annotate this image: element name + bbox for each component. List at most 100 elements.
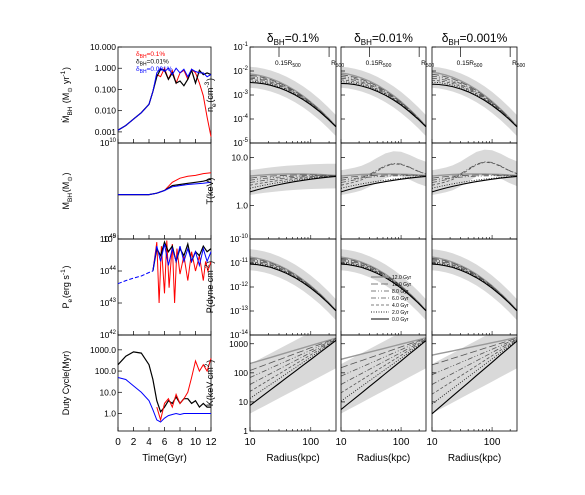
profile-K-100	[340, 337, 427, 369]
label-part: )	[205, 78, 215, 81]
profile-T-40	[431, 161, 518, 186]
tick-base: 10	[100, 298, 110, 308]
profile-n_e-60	[340, 77, 427, 127]
radius-marker-label: R500	[421, 60, 434, 69]
legend-symbol: δ	[136, 51, 140, 58]
label-part: )	[205, 261, 215, 264]
time-xtick-label: 12	[205, 437, 217, 448]
scatter-band	[341, 249, 426, 321]
radius-xtick-label: 100	[302, 437, 319, 448]
profile-n_e-80	[431, 75, 518, 127]
label-part: n	[205, 107, 215, 112]
legend-entry: δBH=0.01%	[136, 59, 169, 68]
p_jet-ytick-label: 1044	[100, 266, 117, 276]
profile-T-100	[431, 174, 518, 179]
T-ytick-label: 10.0	[231, 152, 248, 162]
label-part: (M	[61, 182, 71, 193]
profile-T-120	[431, 173, 518, 177]
radius-xtick-label: 100	[484, 437, 501, 448]
m_bh-ytick-label: 109	[103, 234, 116, 244]
time-xtick-label: 10	[190, 437, 202, 448]
profile-K-120	[431, 336, 518, 356]
tick-exponent: -3	[243, 90, 249, 96]
scatter-band	[250, 66, 336, 137]
profile-P-20	[340, 262, 427, 312]
title-symbol: δ	[354, 31, 361, 45]
title-symbol: δ	[442, 31, 449, 45]
profile-n_e-40	[431, 79, 518, 127]
legend-label: 12.0 Gyr	[392, 275, 412, 281]
profile-n_e-20	[249, 80, 337, 128]
legend-entry: δBH=0.001%	[136, 66, 173, 75]
profile-T-80	[431, 175, 518, 181]
profile-K-20	[340, 339, 427, 402]
K-ylabel: K(keV cm2 )	[204, 360, 215, 406]
legend-label: 0.0 Gyr	[392, 317, 409, 323]
scatter-band	[341, 335, 426, 414]
column-title: δBH=0.01%	[354, 31, 413, 47]
profile-P-00	[249, 263, 337, 312]
panel-K-col0	[249, 334, 337, 432]
legend-label: 4.0 Gyr	[392, 303, 409, 309]
legend-symbol: δ	[136, 59, 140, 66]
profile-n_e-60	[431, 77, 518, 127]
profile-T-60	[431, 161, 518, 183]
panel-K-col1	[340, 334, 427, 432]
profile-P-00	[431, 263, 518, 312]
tick-exponent: -5	[243, 138, 249, 144]
scatter-band	[250, 335, 336, 414]
m_bh-ytick-label: 1010	[100, 138, 117, 148]
profile-K-60	[249, 338, 337, 385]
tick-exponent: -13	[239, 306, 248, 312]
radius-xtick-label: 10	[244, 437, 256, 448]
profile-P-60	[431, 260, 518, 311]
profile-T-40	[340, 163, 427, 186]
profile-K-100	[431, 337, 518, 366]
tick-base: 10	[100, 266, 110, 276]
profile-P-60	[340, 260, 427, 311]
profile-n_e-00	[249, 81, 337, 128]
mdot_bh-ytick-label: 10.000	[90, 42, 116, 52]
label-superscript: -2	[204, 264, 211, 270]
tick-exponent: 44	[109, 266, 116, 272]
marker-text: 0.15R	[275, 60, 293, 67]
profile-T-80	[249, 175, 337, 181]
time-xtick-label: 8	[177, 437, 183, 448]
scatter-band	[432, 249, 517, 321]
marker-text: 0.15R	[366, 60, 384, 67]
profile-K-20	[249, 339, 337, 399]
tick-base: 10	[230, 282, 240, 292]
K-ytick-label: 1000	[229, 339, 248, 349]
title-value: =0.1%	[285, 31, 320, 45]
tick-exponent: -1	[243, 42, 249, 48]
duty_cycle-series-1	[117, 377, 211, 423]
marker-subscript: 500	[426, 63, 435, 69]
K-ytick-label: 1	[243, 426, 248, 436]
n_e-ytick-label: 10-1	[233, 42, 248, 52]
tick-exponent: 9	[113, 234, 117, 240]
panel-duty_cycle	[117, 334, 212, 432]
profile-n_e-80	[340, 76, 427, 127]
title-symbol: δ	[267, 31, 274, 45]
mdot_bh-ytick-label: 0.001	[95, 127, 117, 137]
profile-K-40	[340, 339, 427, 394]
label-subscript: BH	[67, 106, 74, 115]
label-superscript: 2	[204, 363, 211, 367]
duty_cycle-ytick-label: 1.0	[104, 409, 116, 419]
legend-entry: δBH=0.1%	[136, 51, 165, 60]
label-part: )	[61, 172, 71, 175]
profile-K-80	[431, 338, 518, 376]
label-part: Duty Cycle(Myr)	[61, 351, 71, 416]
scatter-band	[432, 149, 517, 195]
legend-value: =0.001%	[147, 66, 173, 73]
time-xlabel: Time(Gyr)	[142, 453, 187, 464]
legend-subscript: BH	[140, 54, 147, 60]
scatter-band	[432, 66, 517, 137]
profile-n_e-00	[431, 83, 518, 128]
duty_cycle-series-0	[117, 351, 211, 414]
label-part: )	[61, 266, 71, 269]
tick-exponent: 42	[109, 330, 116, 336]
marker-text: R	[421, 60, 426, 67]
profile-K-00	[431, 340, 518, 415]
